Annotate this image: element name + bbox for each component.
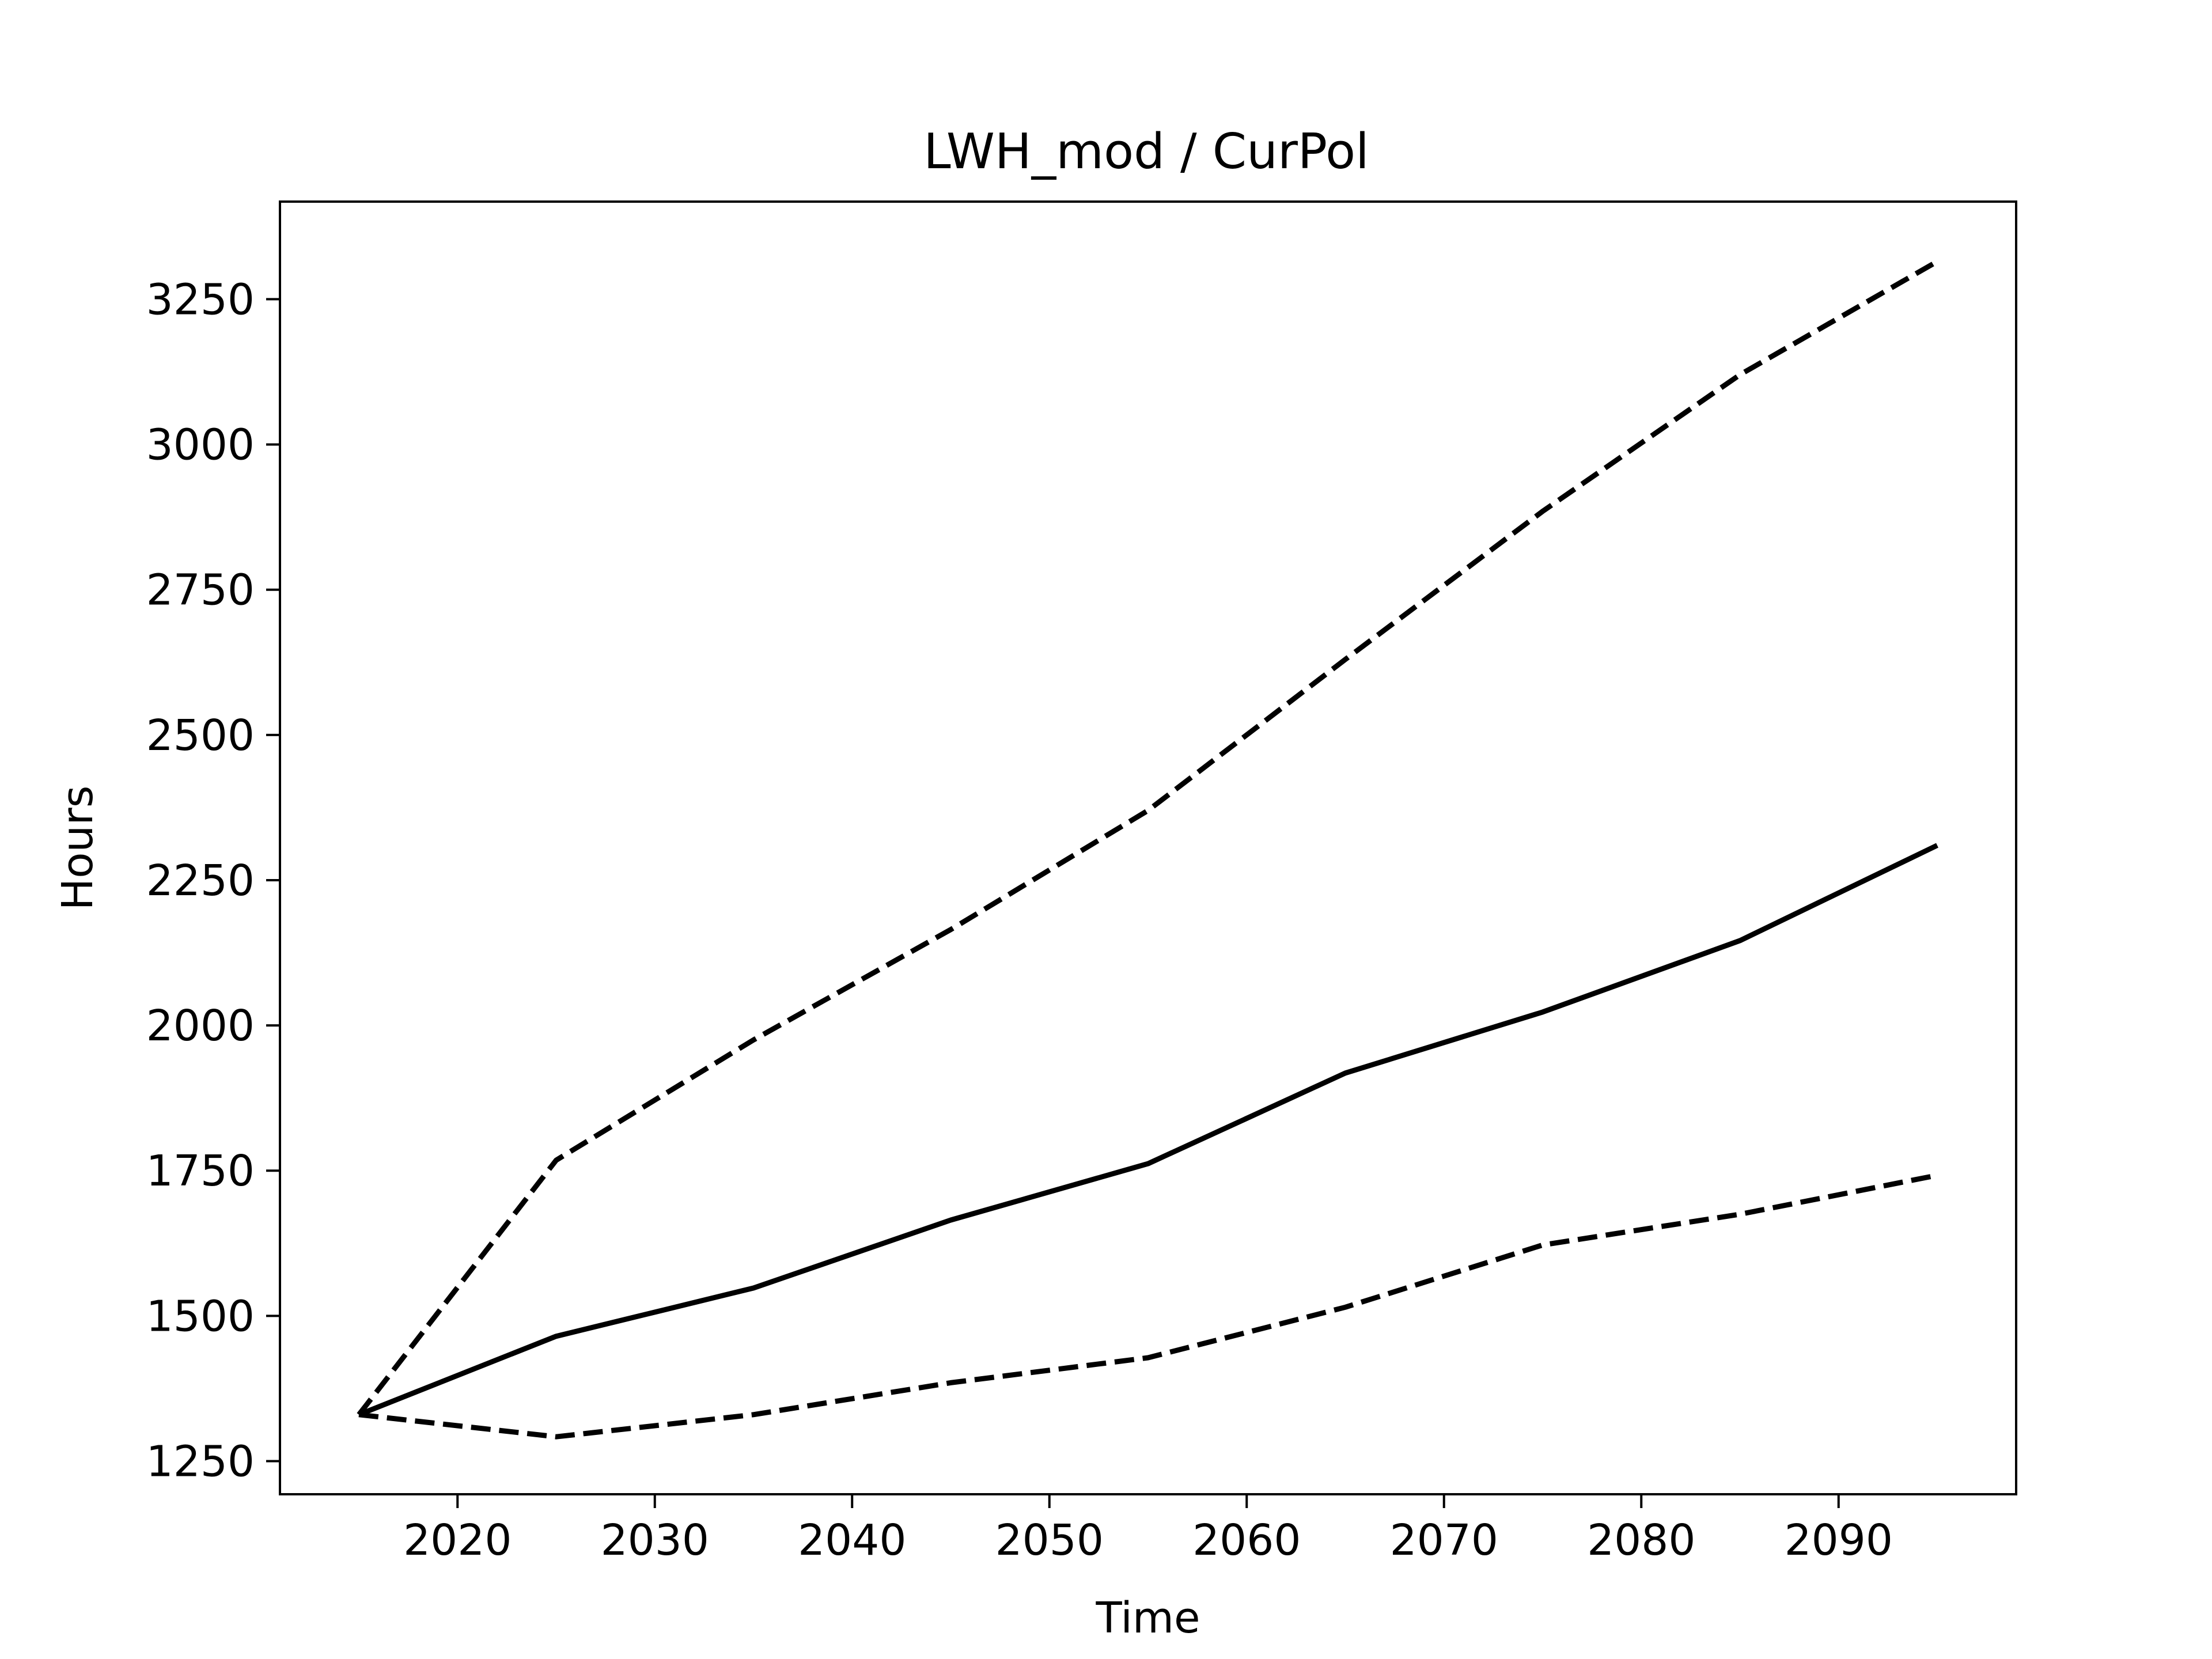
chart-title: LWH_mod / CurPol	[923, 123, 1369, 180]
y-tick-label: 2250	[146, 856, 255, 906]
y-tick-label: 1500	[146, 1291, 255, 1341]
plot-area-frame	[279, 200, 2017, 1495]
y-tick-label: 1750	[146, 1146, 255, 1196]
y-axis: 1250 1500 1750 2000 2250 2500 2750 3000 3250	[146, 275, 280, 1487]
y-axis-label: Hours	[53, 786, 103, 911]
y-tick-label: 2750	[146, 566, 255, 615]
x-axis: 2020 2030 2040 2050 2060 2070 2080 2090	[403, 1494, 1893, 1565]
y-tick-label: 2500	[146, 711, 255, 760]
y-tick-label: 2000	[146, 1001, 255, 1051]
x-tick-label: 2050	[995, 1516, 1104, 1565]
y-tick-label: 3250	[146, 275, 255, 324]
x-tick-label: 2070	[1390, 1516, 1498, 1565]
x-tick-label: 2020	[403, 1516, 512, 1565]
series-lines	[357, 259, 1939, 1440]
x-tick-label: 2040	[798, 1516, 906, 1565]
x-tick-label: 2060	[1192, 1516, 1301, 1565]
x-tick-label: 2030	[601, 1516, 709, 1565]
y-tick-label: 3000	[146, 421, 255, 470]
x-axis-label: Time	[1095, 1593, 1200, 1643]
x-tick-label: 2080	[1587, 1516, 1695, 1565]
series-line-1	[357, 259, 1939, 1416]
series-line-3	[358, 1172, 1938, 1440]
series-line-2	[358, 843, 1938, 1417]
y-tick-label: 1250	[146, 1437, 255, 1487]
x-tick-label: 2090	[1785, 1516, 1893, 1565]
